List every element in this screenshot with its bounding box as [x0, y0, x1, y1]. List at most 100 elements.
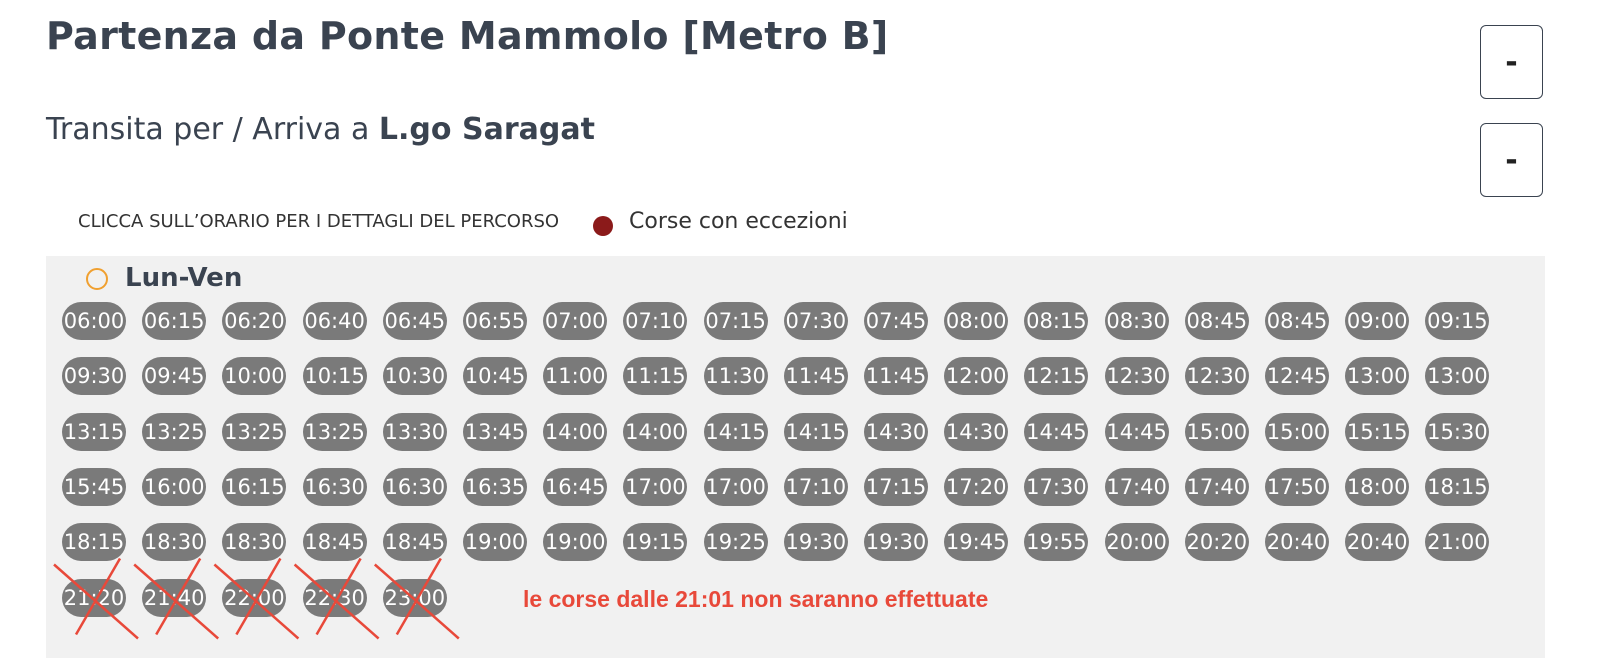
time-pill[interactable]: 13:30 [382, 412, 447, 451]
time-pill[interactable]: 21:20 [62, 578, 126, 617]
time-pill[interactable]: 07:45 [864, 302, 928, 340]
time-pill[interactable]: 10:30 [382, 357, 447, 396]
time-pill[interactable]: 19:55 [1024, 523, 1089, 562]
time-pill[interactable]: 06:15 [142, 302, 207, 340]
time-pill[interactable]: 15:15 [1345, 412, 1410, 451]
time-pill[interactable]: 20:40 [1345, 523, 1410, 562]
time-pill[interactable]: 18:45 [382, 523, 447, 562]
time-pill[interactable]: 21:40 [142, 578, 207, 617]
time-pill[interactable]: 07:15 [703, 302, 768, 340]
time-pill[interactable]: 17:50 [1265, 467, 1329, 506]
time-pill[interactable]: 22:00 [222, 578, 287, 617]
time-pill[interactable]: 19:00 [463, 523, 527, 562]
time-pill[interactable]: 06:45 [382, 302, 447, 340]
time-pill[interactable]: 13:00 [1425, 357, 1490, 396]
time-pill[interactable]: 18:45 [302, 523, 367, 562]
time-pill[interactable]: 18:15 [1425, 467, 1490, 506]
time-pill[interactable]: 16:30 [302, 467, 367, 506]
time-pill[interactable]: 10:15 [302, 357, 367, 396]
time-pill[interactable]: 09:15 [1425, 302, 1490, 340]
time-pill[interactable]: 16:15 [222, 467, 287, 506]
time-pill[interactable]: 23:00 [382, 578, 447, 617]
time-pill[interactable]: 19:30 [783, 523, 848, 562]
time-pill[interactable]: 08:30 [1104, 302, 1169, 340]
time-pill[interactable]: 13:25 [302, 412, 367, 451]
time-pill[interactable]: 14:00 [543, 412, 608, 451]
time-pill[interactable]: 20:00 [1104, 523, 1169, 562]
time-pill[interactable]: 06:20 [222, 302, 287, 340]
time-pill[interactable]: 13:45 [463, 412, 527, 451]
time-pill[interactable]: 07:30 [783, 302, 848, 340]
time-pill[interactable]: 12:30 [1104, 357, 1169, 396]
time-pill[interactable]: 21:00 [1425, 523, 1490, 562]
time-pill[interactable]: 13:00 [1345, 357, 1410, 396]
time-pill[interactable]: 09:30 [62, 357, 126, 396]
time-pill[interactable]: 12:15 [1024, 357, 1089, 396]
time-pill[interactable]: 13:25 [222, 412, 287, 451]
time-pill[interactable]: 20:20 [1184, 523, 1249, 562]
time-pill[interactable]: 14:00 [623, 412, 688, 451]
time-pill[interactable]: 14:15 [783, 412, 848, 451]
time-pill[interactable]: 14:30 [864, 412, 928, 451]
time-pill[interactable]: 08:00 [944, 302, 1009, 340]
time-pill[interactable]: 16:00 [142, 467, 207, 506]
time-pill[interactable]: 11:30 [703, 357, 768, 396]
time-pill[interactable]: 19:25 [703, 523, 768, 562]
time-pill[interactable]: 17:00 [623, 467, 688, 506]
time-pill[interactable]: 17:15 [864, 467, 928, 506]
time-pill[interactable]: 16:30 [382, 467, 447, 506]
time-pill[interactable]: 17:40 [1184, 467, 1249, 506]
time-pill[interactable]: 14:45 [1104, 412, 1169, 451]
time-pill[interactable]: 12:45 [1265, 357, 1329, 396]
time-pill[interactable]: 19:30 [864, 523, 928, 562]
time-pill[interactable]: 19:00 [543, 523, 608, 562]
time-pill[interactable]: 06:40 [302, 302, 367, 340]
time-pill[interactable]: 13:15 [62, 412, 126, 451]
time-pill[interactable]: 13:25 [142, 412, 207, 451]
instruction: CLICCA SULL’ORARIO PER I DETTAGLI DEL PE… [78, 211, 560, 232]
time-pill[interactable]: 16:35 [463, 467, 527, 506]
time-pill[interactable]: 11:15 [623, 357, 688, 396]
time-pill[interactable]: 08:45 [1265, 302, 1329, 340]
time-pill[interactable]: 18:30 [142, 523, 207, 562]
time-pill[interactable]: 11:45 [864, 357, 928, 396]
time-pill[interactable]: 14:45 [1024, 412, 1089, 451]
time-pill[interactable]: 12:30 [1184, 357, 1249, 396]
time-pill[interactable]: 08:15 [1024, 302, 1089, 340]
time-pill[interactable]: 10:00 [222, 357, 287, 396]
time-pill[interactable]: 06:00 [62, 302, 126, 340]
time-pill[interactable]: 06:55 [463, 302, 527, 340]
time-pill[interactable]: 15:45 [62, 467, 126, 506]
time-pill[interactable]: 18:15 [62, 523, 126, 562]
time-pill[interactable]: 17:00 [703, 467, 768, 506]
time-pill[interactable]: 20:40 [1265, 523, 1329, 562]
toggle-button[interactable]: - [1480, 123, 1543, 197]
time-pill[interactable]: 11:45 [783, 357, 848, 396]
time-pill[interactable]: 14:30 [944, 412, 1009, 451]
time-pill[interactable]: 19:15 [623, 523, 688, 562]
time-pill[interactable]: 18:00 [1345, 467, 1410, 506]
time-pill[interactable]: 15:30 [1425, 412, 1490, 451]
day-label: Lun-Ven [125, 263, 243, 293]
time-pill[interactable]: 09:45 [142, 357, 207, 396]
time-pill[interactable]: 10:45 [463, 357, 527, 396]
time-pill[interactable]: 07:00 [543, 302, 608, 340]
time-pill[interactable]: 11:00 [543, 357, 608, 396]
time-pill[interactable]: 17:40 [1104, 467, 1169, 506]
time-pill[interactable]: 17:10 [783, 467, 848, 506]
time-pill[interactable]: 15:00 [1265, 412, 1329, 451]
time-pill[interactable]: 16:45 [543, 467, 608, 506]
time-pill[interactable]: 14:15 [703, 412, 768, 451]
time-pill[interactable]: 08:45 [1184, 302, 1249, 340]
time-pill[interactable]: 17:30 [1024, 467, 1089, 506]
time-pill[interactable]: 12:00 [944, 357, 1009, 396]
time-pill[interactable]: 22:30 [302, 578, 367, 617]
time-pill[interactable]: 09:00 [1345, 302, 1410, 340]
time-pill[interactable]: 18:30 [222, 523, 287, 562]
time-pill[interactable]: 17:20 [944, 467, 1009, 506]
title: Partenza da Ponte Mammolo [Metro B] [46, 14, 889, 58]
time-pill[interactable]: 07:10 [623, 302, 688, 340]
toggle-button[interactable]: - [1480, 25, 1543, 99]
time-pill[interactable]: 15:00 [1184, 412, 1249, 451]
time-pill[interactable]: 19:45 [944, 523, 1009, 562]
